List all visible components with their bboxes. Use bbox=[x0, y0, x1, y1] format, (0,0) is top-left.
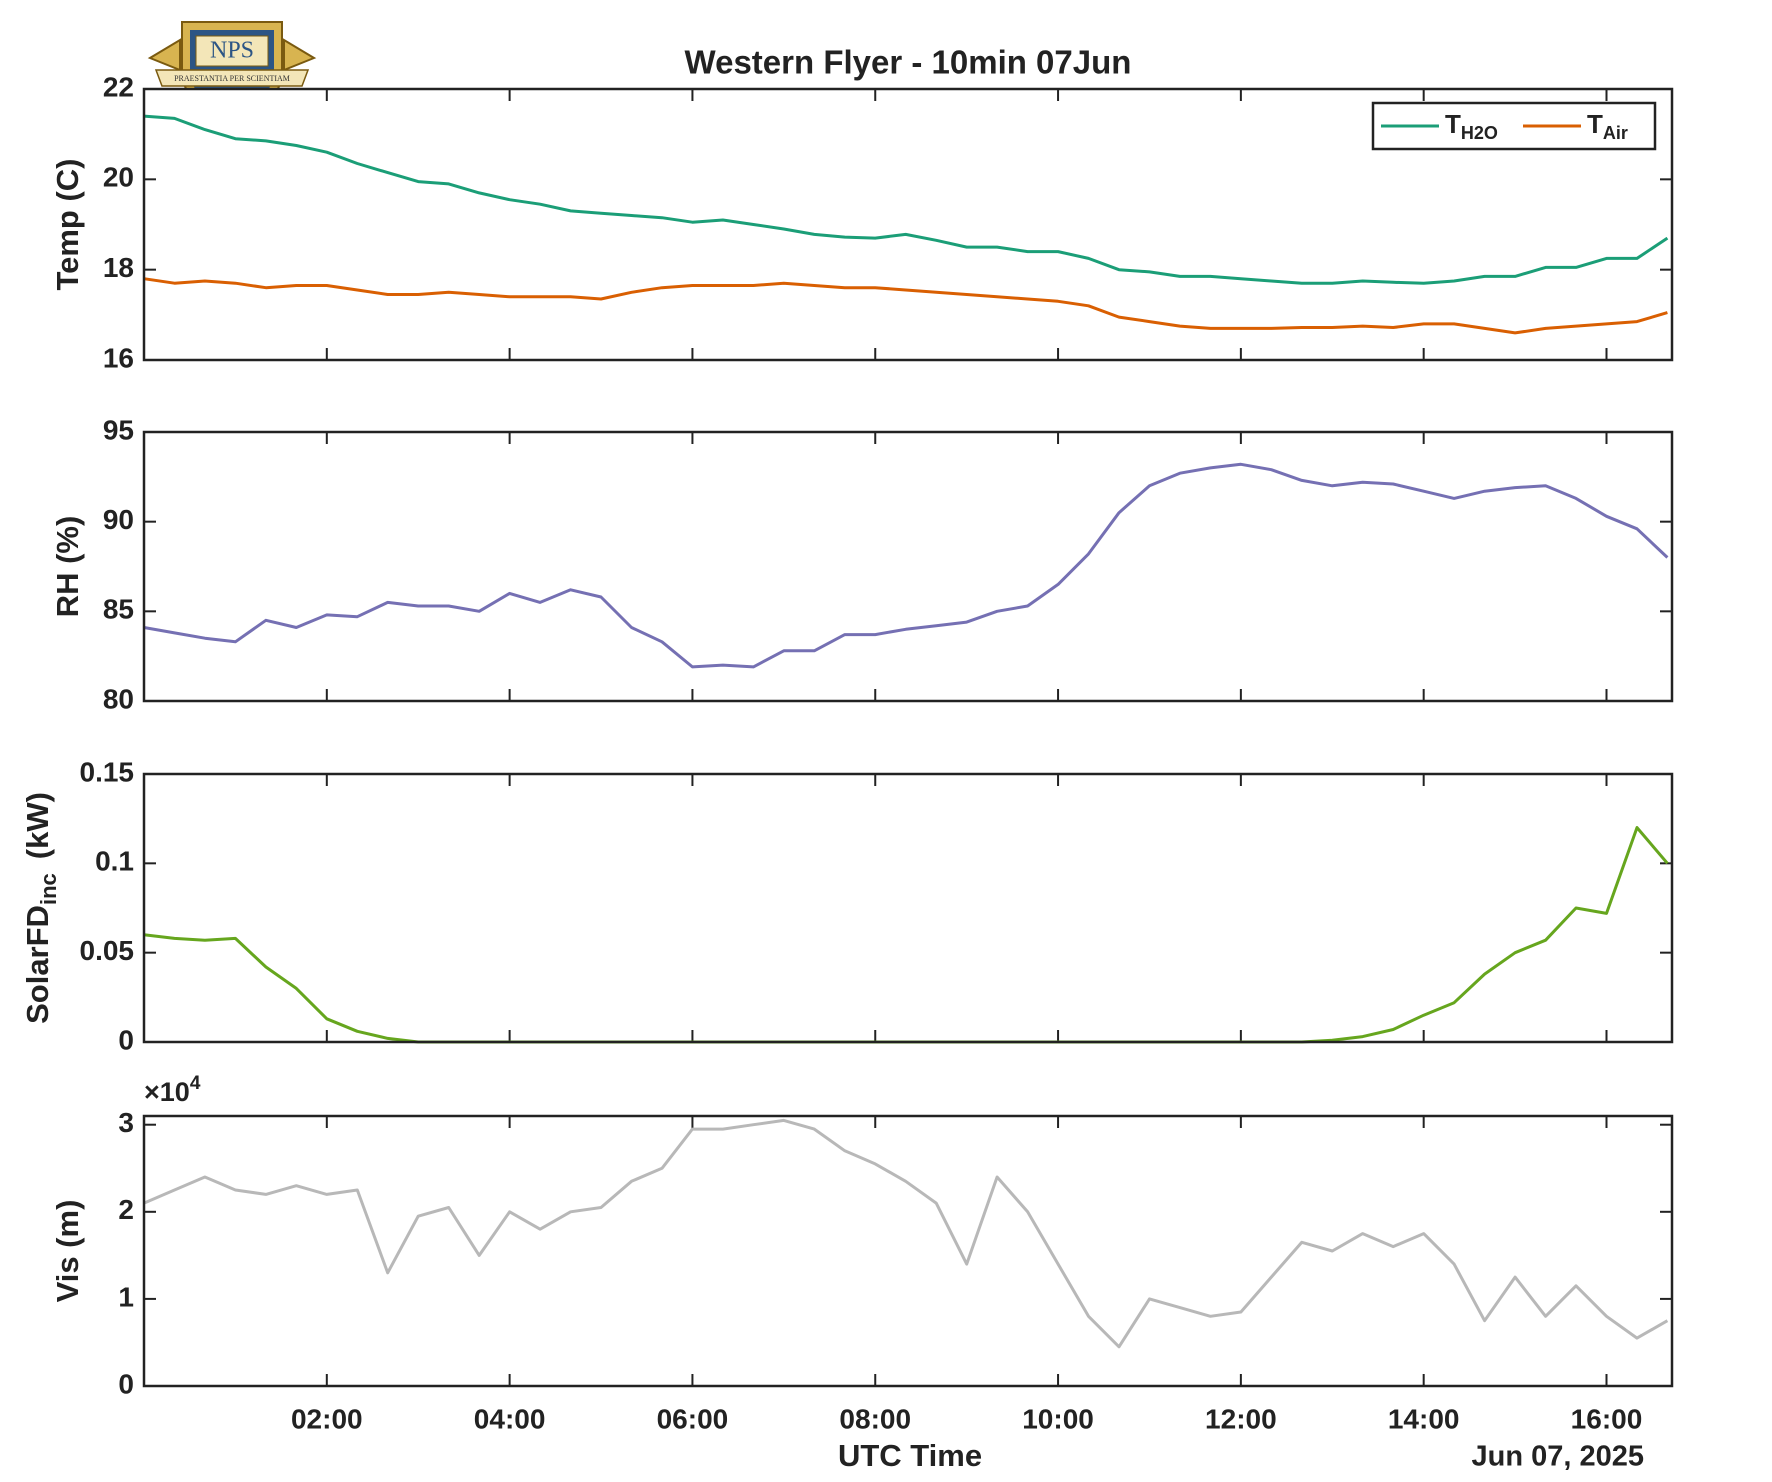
axes-frame bbox=[142, 772, 1674, 1044]
line-series bbox=[143, 277, 1668, 335]
y-tick-label: 18 bbox=[103, 252, 134, 283]
logo-wings bbox=[147, 38, 317, 72]
x-tick-label: 04:00 bbox=[474, 1403, 546, 1434]
plot-area bbox=[144, 774, 1672, 1042]
date-label: Jun 07, 2025 bbox=[1472, 1441, 1645, 1473]
y-axis-label-main: Temp (C) bbox=[50, 158, 85, 290]
legend-label: TAir bbox=[1587, 109, 1628, 143]
line-series bbox=[143, 1118, 1669, 1349]
y-tick-label: 95 bbox=[103, 414, 134, 445]
legend-label-main: T bbox=[1587, 109, 1603, 139]
y-axis-label-suffix: (kW) bbox=[20, 792, 55, 859]
axes-frame bbox=[142, 87, 1674, 362]
x-axis-label: UTC Time bbox=[838, 1438, 982, 1473]
logo-plate bbox=[195, 35, 269, 67]
y-tick-label: 0.15 bbox=[80, 756, 135, 787]
y-tick-label: 1 bbox=[118, 1281, 134, 1312]
line-series bbox=[143, 114, 1669, 285]
y-axis-label-main: Vis (m) bbox=[50, 1200, 85, 1303]
x-tick-label: 06:00 bbox=[657, 1403, 729, 1434]
y-axis-label-subscript: inc bbox=[36, 873, 61, 905]
y-tick-label: 85 bbox=[103, 594, 134, 625]
logo-text: NPS bbox=[210, 38, 254, 64]
x-tick-label: 10:00 bbox=[1022, 1403, 1094, 1434]
x-tick-label: 14:00 bbox=[1388, 1403, 1460, 1434]
line-series bbox=[143, 462, 1669, 669]
y-tick-label: 2 bbox=[118, 1194, 134, 1225]
y-axis-label: RH (%) bbox=[50, 516, 85, 618]
x-tick-label: 12:00 bbox=[1205, 1403, 1277, 1434]
y-exponent-base: ×10 bbox=[144, 1077, 190, 1107]
axes-frame bbox=[142, 430, 1674, 703]
x-tick-label: 08:00 bbox=[839, 1403, 911, 1434]
y-tick-label: 0 bbox=[118, 1024, 134, 1055]
y-axis-label-main: SolarFD bbox=[20, 905, 55, 1024]
y-tick-label: 0.05 bbox=[80, 935, 135, 966]
logo-motto: PRAESTANTIA PER SCIENTIAM bbox=[174, 74, 290, 83]
axes-frame bbox=[142, 1114, 1674, 1388]
logo-banner bbox=[154, 69, 310, 87]
y-tick-label: 22 bbox=[103, 71, 134, 102]
y-tick-label: 3 bbox=[118, 1107, 134, 1138]
legend-label: TH2O bbox=[1445, 109, 1498, 143]
legend-label-main: T bbox=[1445, 109, 1461, 139]
y-exponent-power: 4 bbox=[190, 1073, 201, 1094]
y-axis-label: Temp (C) bbox=[50, 158, 85, 290]
y-exponent: ×104 bbox=[144, 1073, 201, 1107]
y-tick-label: 90 bbox=[103, 504, 134, 535]
y-tick-label: 0 bbox=[118, 1368, 134, 1399]
y-tick-label: 16 bbox=[103, 342, 134, 373]
legend-label-subscript: H2O bbox=[1461, 123, 1498, 143]
y-axis-label: SolarFDinc (kW) bbox=[20, 792, 61, 1024]
y-tick-label: 0.1 bbox=[95, 846, 134, 877]
chart-title: Western Flyer - 10min 07Jun bbox=[685, 44, 1132, 81]
x-tick-label: 16:00 bbox=[1571, 1403, 1643, 1434]
legend-label-subscript: Air bbox=[1603, 123, 1628, 143]
y-axis-label-main: RH (%) bbox=[50, 516, 85, 618]
x-tick-label: 02:00 bbox=[291, 1403, 363, 1434]
plot-area bbox=[144, 432, 1672, 701]
y-axis-label: Vis (m) bbox=[50, 1200, 85, 1303]
y-tick-label: 80 bbox=[103, 683, 134, 714]
y-tick-label: 20 bbox=[103, 162, 134, 193]
